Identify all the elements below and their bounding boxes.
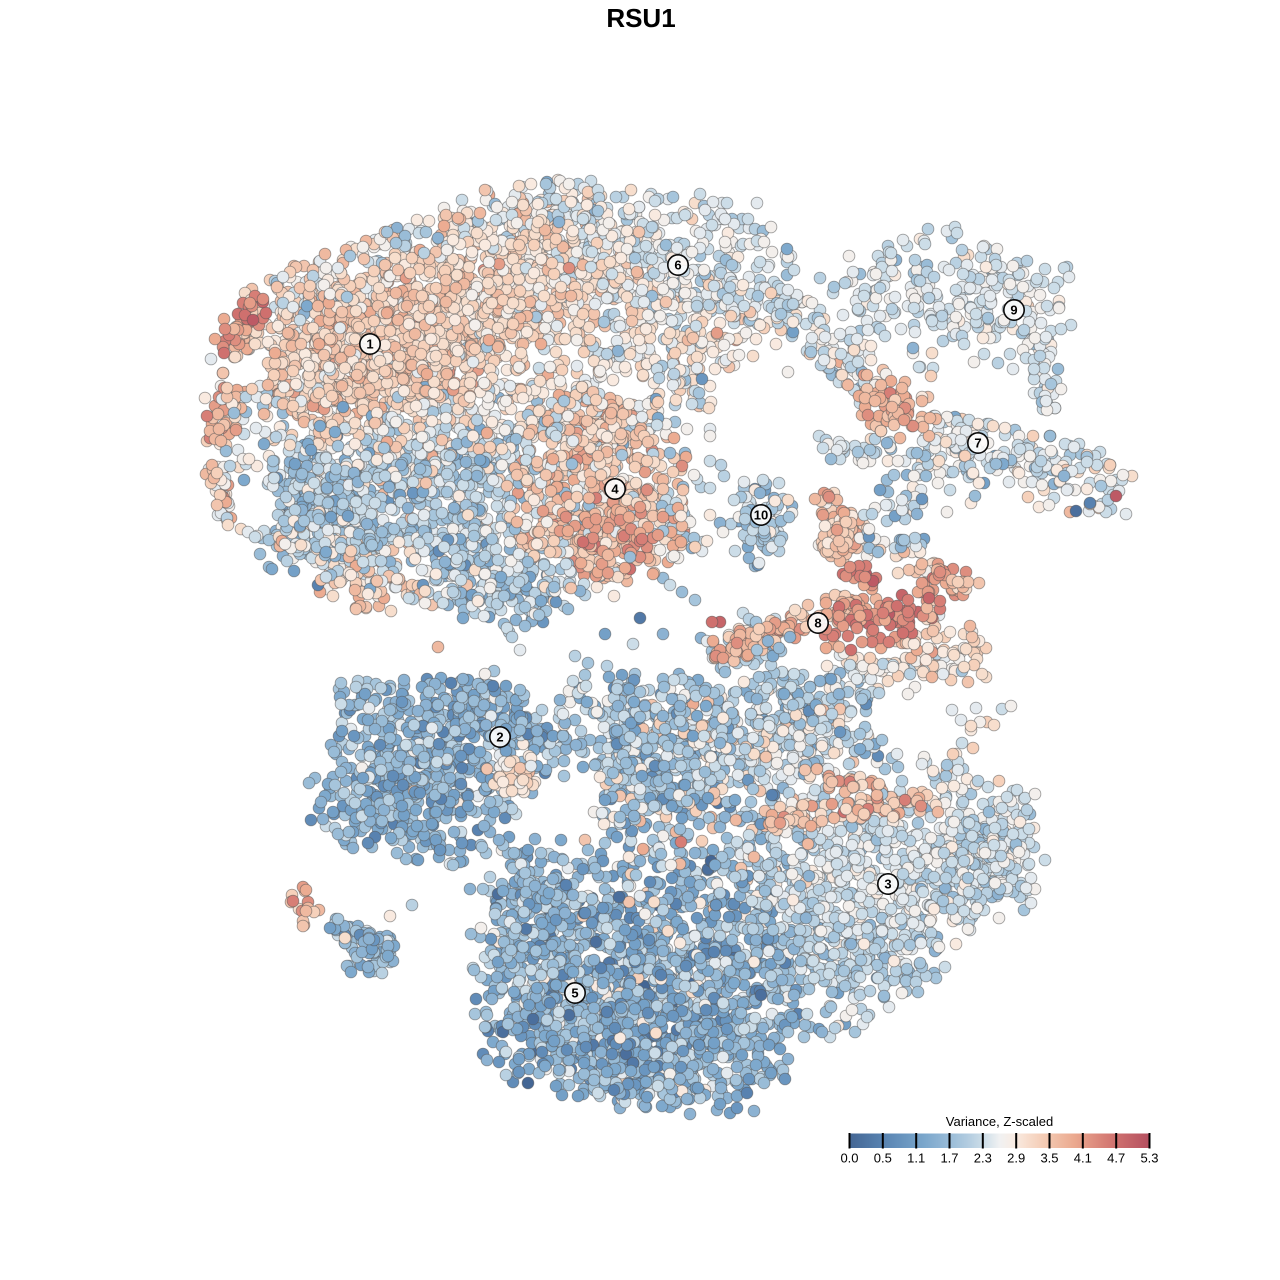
svg-text:RSU1: RSU1 [606,3,675,33]
